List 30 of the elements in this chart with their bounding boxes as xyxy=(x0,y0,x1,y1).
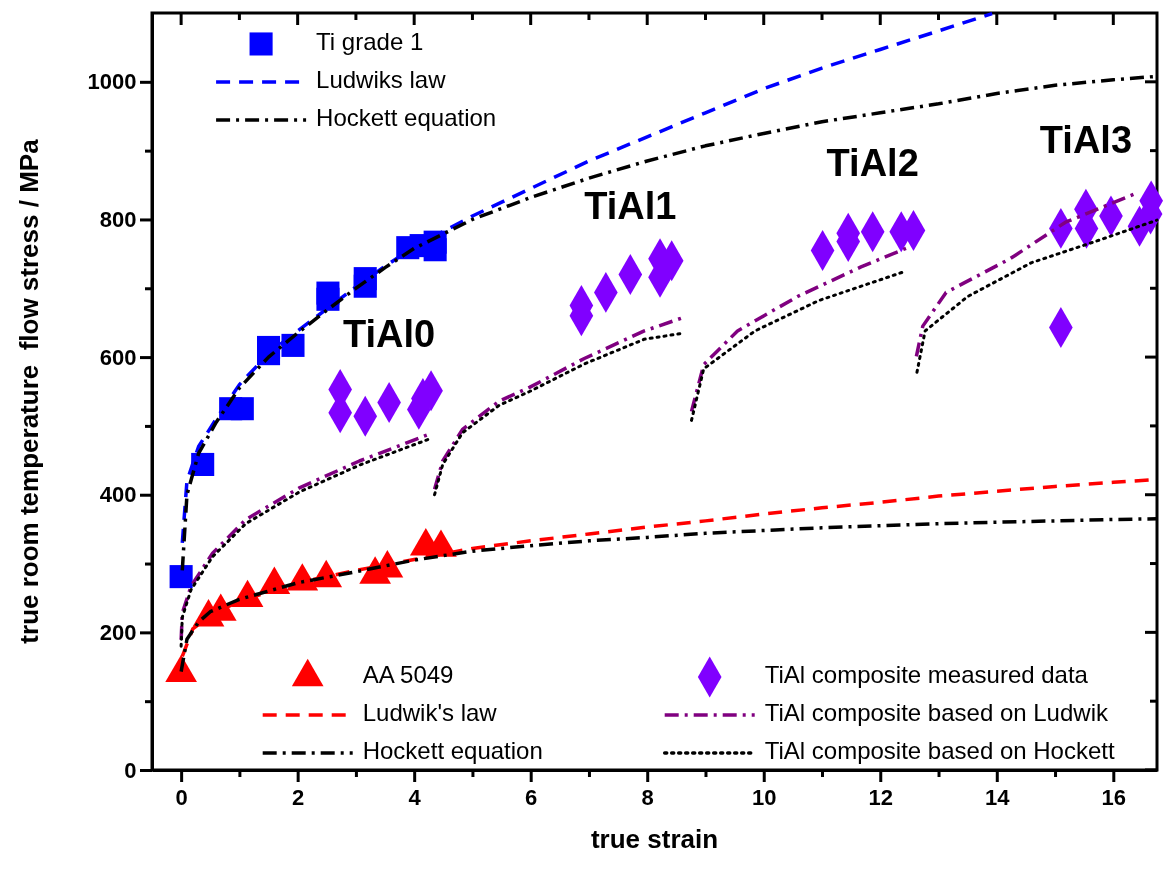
x-tick-label: 16 xyxy=(1101,785,1127,811)
annotation: TiAl1 xyxy=(584,184,677,227)
legend-label: Ludwik's law xyxy=(362,699,498,727)
legend-label: TiAl composite based on Hockett xyxy=(764,737,1115,765)
x-tick-label: 4 xyxy=(408,785,422,811)
x-axis-title: true strain xyxy=(590,824,719,854)
legend-label: Ti grade 1 xyxy=(316,28,424,56)
y-axis-title: true room temperature flow stress / MPa xyxy=(14,138,44,644)
x-tick-label: 10 xyxy=(752,785,777,811)
legend-label: Hockett equation xyxy=(362,737,543,765)
x-tick-label: 12 xyxy=(868,785,893,811)
x-tick-label: 0 xyxy=(175,785,188,811)
legend-label: Ludwiks law xyxy=(316,66,447,94)
y-tick-label: 1000 xyxy=(87,69,137,95)
annotation: TiAl0 xyxy=(343,312,436,355)
x-tick-label: 14 xyxy=(985,785,1011,811)
y-tick-label: 200 xyxy=(99,619,137,645)
annotation: TiAl3 xyxy=(1039,119,1133,162)
annotation: TiAl2 xyxy=(826,141,919,184)
x-tick-label: 8 xyxy=(641,785,654,811)
legend-label: Hockett equation xyxy=(316,104,497,132)
legend-label: AA 5049 xyxy=(362,661,454,689)
legend-label: TiAl composite based on Ludwik xyxy=(764,699,1109,727)
legend-label: TiAl composite measured data xyxy=(764,661,1089,689)
x-tick-label: 6 xyxy=(525,785,538,811)
x-tick-label: 2 xyxy=(292,785,305,811)
y-tick-label: 600 xyxy=(99,344,137,370)
y-tick-label: 0 xyxy=(124,757,137,783)
y-tick-label: 800 xyxy=(99,206,137,232)
y-tick-label: 400 xyxy=(99,482,137,508)
